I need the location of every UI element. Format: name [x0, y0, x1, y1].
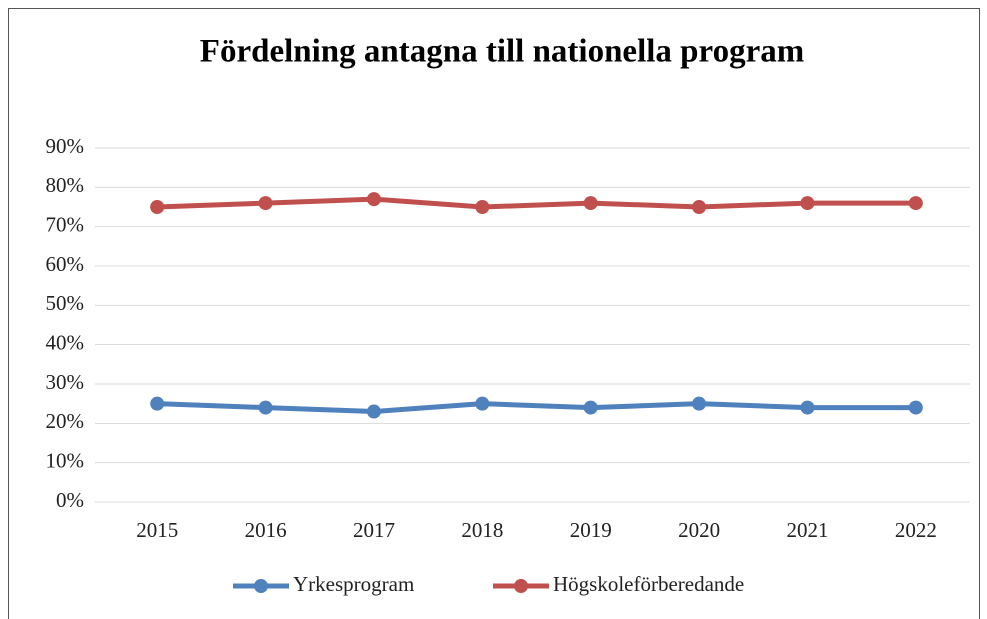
data-point [475, 200, 490, 214]
data-point [692, 200, 707, 214]
data-point [150, 396, 165, 411]
y-tick-label: 0% [56, 488, 84, 512]
legend-label: Yrkesprogram [293, 572, 414, 596]
y-tick-label: 90% [46, 134, 85, 158]
data-point [258, 196, 273, 211]
data-point [258, 400, 273, 415]
x-tick-label: 2019 [570, 518, 612, 542]
x-tick-label: 2017 [353, 518, 395, 542]
y-tick-label: 10% [46, 448, 85, 472]
legend-label: Högskoleförberedande [553, 572, 744, 596]
data-point [800, 400, 815, 415]
data-point [366, 404, 381, 419]
x-tick-label: 2015 [136, 518, 178, 542]
data-point [366, 192, 381, 207]
chart-title: Fördelning antagna till nationella progr… [200, 34, 804, 70]
y-tick-label: 60% [46, 252, 85, 276]
legend-marker [254, 579, 268, 593]
y-tick-label: 70% [46, 212, 85, 236]
data-point [475, 396, 490, 411]
y-tick-label: 50% [46, 291, 85, 315]
y-tick-label: 40% [46, 330, 85, 354]
data-point [583, 196, 598, 211]
data-point [692, 396, 707, 411]
data-point [800, 196, 815, 211]
data-point [908, 400, 923, 415]
chart-border [8, 8, 980, 619]
y-tick-label: 30% [46, 370, 85, 394]
data-point [150, 200, 165, 214]
x-tick-label: 2018 [461, 518, 503, 542]
series-line [157, 401, 916, 415]
x-tick-label: 2020 [678, 518, 720, 542]
data-point [908, 196, 923, 211]
x-tick-label: 2021 [786, 518, 828, 542]
x-tick-label: 2022 [895, 518, 937, 542]
x-tick-label: 2016 [245, 518, 287, 542]
y-tick-label: 80% [46, 173, 85, 197]
legend-marker [514, 579, 528, 593]
series-line [157, 196, 916, 210]
y-tick-label: 20% [46, 409, 85, 433]
data-point [583, 400, 598, 415]
